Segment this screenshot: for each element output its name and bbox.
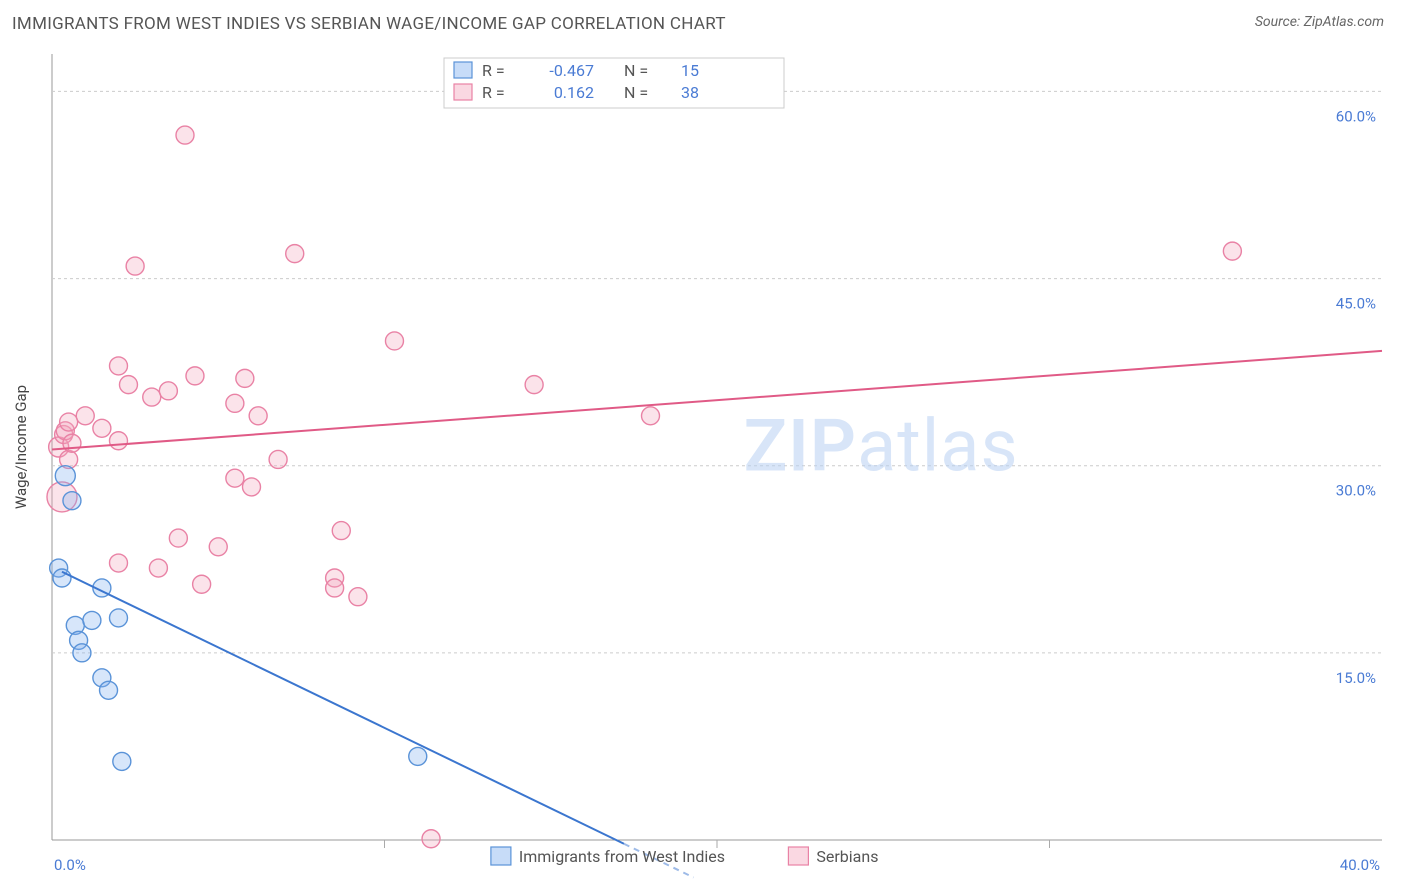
legend-r-value-west_indies: -0.467 [549,61,594,80]
legend-swatch-west_indies [454,62,472,78]
point-west_indies [110,609,128,627]
point-serbians [286,245,304,263]
point-serbians [326,579,344,597]
point-serbians [119,376,137,394]
point-serbians [63,434,81,452]
point-west_indies [83,611,101,629]
point-west_indies [63,492,81,510]
point-serbians [226,469,244,487]
bottom-legend-label-west_indies: Immigrants from West Indies [519,847,725,866]
legend-r-label-west_indies: R = [482,61,505,80]
correlation-scatter-chart: 15.0% 30.0% 45.0% 60.0% 0.0% 40.0% Wage/Income… [0,0,1406,892]
point-serbians [169,529,187,547]
point-serbians [76,407,94,425]
point-serbians [385,332,403,350]
point-serbians [243,478,261,496]
bottom-legend-swatch-west_indies [491,847,511,865]
bottom-legend-label-serbians: Serbians [816,847,878,866]
point-serbians [226,394,244,412]
trend-line-serbians [52,351,1382,450]
legend-n-label-serbians: N = [624,83,648,102]
point-serbians [209,538,227,556]
point-serbians [1223,242,1241,260]
point-serbians [149,559,167,577]
legend-r-label-serbians: R = [482,83,505,102]
point-west_indies [53,569,71,587]
point-serbians [525,376,543,394]
y-axis-title: Wage/Income Gap [12,385,30,509]
point-serbians [126,257,144,275]
point-serbians [642,407,660,425]
x-tick-label-min: 0.0% [54,856,86,874]
y-tick-label: 30.0% [1336,482,1376,500]
point-serbians [176,126,194,144]
point-west_indies [55,466,75,486]
point-serbians [60,413,78,431]
point-west_indies [409,747,427,765]
point-serbians [422,830,440,848]
point-west_indies [100,681,118,699]
x-tick-label-max: 40.0% [1340,856,1380,874]
point-serbians [193,575,211,593]
point-serbians [236,369,254,387]
watermark: ZIPatlas [744,404,1019,489]
legend-n-label-west_indies: N = [624,61,648,80]
y-tick-label: 45.0% [1336,295,1376,313]
point-serbians [269,450,287,468]
point-serbians [143,388,161,406]
point-serbians [110,554,128,572]
y-tick-label: 15.0% [1336,669,1376,687]
legend-n-value-serbians: 38 [681,83,699,102]
point-serbians [349,588,367,606]
point-serbians [332,522,350,540]
point-serbians [110,357,128,375]
point-serbians [110,432,128,450]
point-serbians [93,419,111,437]
legend-swatch-serbians [454,84,472,100]
point-west_indies [73,644,91,662]
point-serbians [186,367,204,385]
trend-line-west_indies [62,572,624,844]
legend-n-value-west_indies: 15 [681,61,699,80]
bottom-legend-swatch-serbians [788,847,808,865]
point-serbians [159,382,177,400]
point-serbians [249,407,267,425]
y-tick-label: 60.0% [1336,107,1376,125]
legend-r-value-serbians: 0.162 [554,83,594,102]
point-west_indies [113,752,131,770]
